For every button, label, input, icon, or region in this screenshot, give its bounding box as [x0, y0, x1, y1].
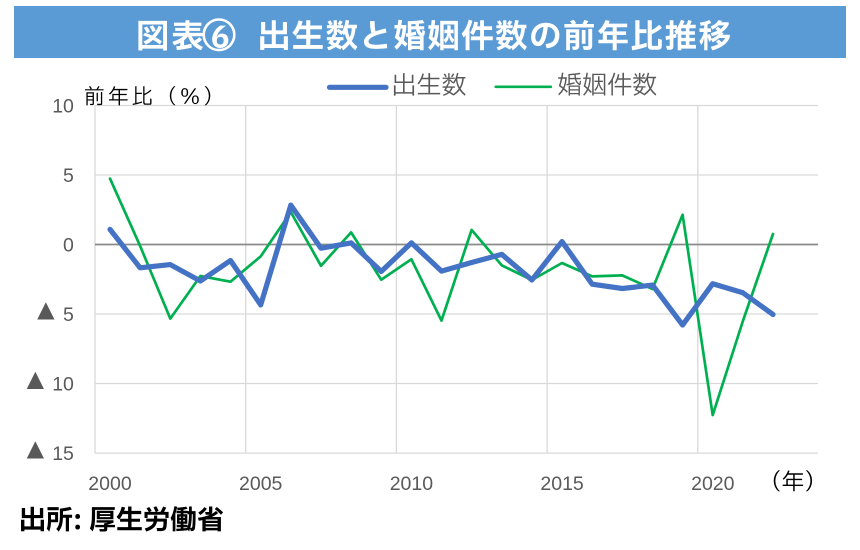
svg-text:5: 5 — [63, 304, 74, 326]
svg-text:2000: 2000 — [88, 473, 132, 495]
svg-text:10: 10 — [52, 373, 74, 395]
svg-text:5: 5 — [63, 165, 74, 187]
svg-text:0: 0 — [63, 234, 74, 256]
svg-text:▲: ▲ — [31, 293, 60, 326]
svg-text:▲: ▲ — [21, 363, 50, 396]
svg-text:15: 15 — [52, 443, 74, 465]
svg-text:2015: 2015 — [540, 473, 584, 495]
svg-text:2005: 2005 — [239, 473, 283, 495]
svg-text:10: 10 — [52, 95, 74, 117]
svg-text:2020: 2020 — [691, 473, 735, 495]
svg-text:▲: ▲ — [21, 433, 50, 466]
svg-text:2010: 2010 — [390, 473, 434, 495]
